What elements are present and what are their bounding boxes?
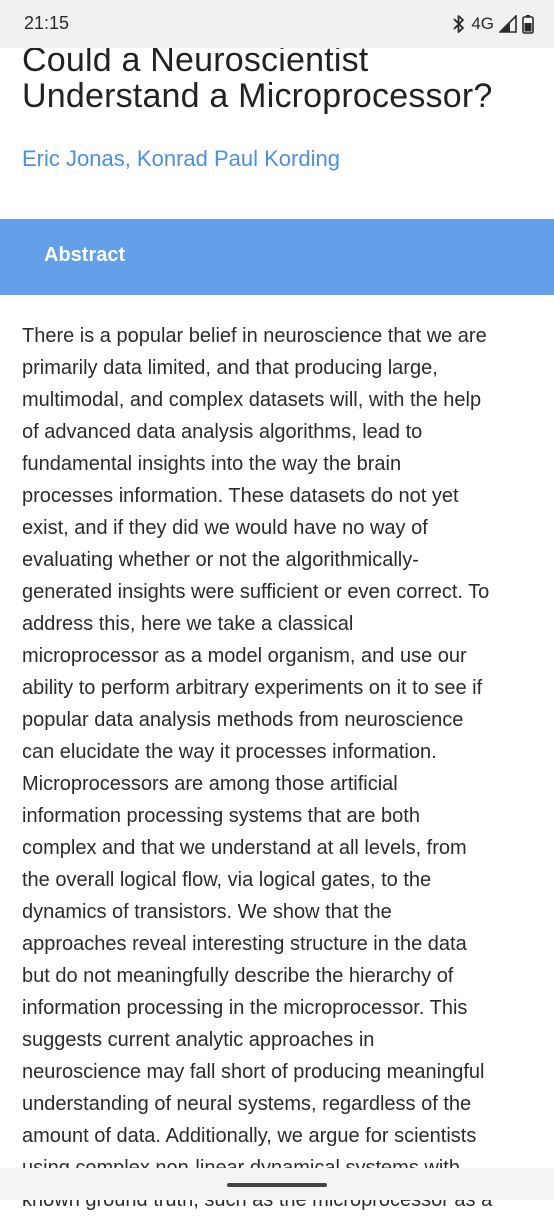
- abstract-line: There is a popular belief in neuroscienc…: [22, 325, 487, 347]
- status-bar: 21:15 4G: [0, 0, 554, 48]
- abstract-line: complex and that we understand at all le…: [22, 837, 467, 859]
- abstract-line: evaluating whether or not the algorithmi…: [22, 549, 419, 571]
- abstract-line: exist, and if they did we would have no …: [22, 517, 428, 539]
- abstract-line: can elucidate the way it processes infor…: [22, 741, 437, 763]
- abstract-line: processes information. These datasets do…: [22, 485, 459, 507]
- abstract-line: understanding of neural systems, regardl…: [22, 1093, 472, 1115]
- bluetooth-icon: [452, 14, 466, 34]
- abstract-line: Microprocessors are among those artifici…: [22, 773, 398, 795]
- abstract-line: multimodal, and complex datasets will, w…: [22, 389, 482, 411]
- abstract-line: fundamental insights into the way the br…: [22, 453, 402, 475]
- abstract-line: of advanced data analysis algorithms, le…: [22, 421, 423, 443]
- abstract-line: primarily data limited, and that produci…: [22, 357, 438, 379]
- authors-link[interactable]: Eric Jonas, Konrad Paul Kording: [22, 146, 340, 171]
- abstract-label: Abstract: [44, 244, 126, 266]
- abstract-header[interactable]: Abstract: [0, 219, 554, 295]
- abstract-line: but do not meaningfully describe the hie…: [22, 965, 454, 987]
- abstract-line: neuroscience may fall short of producing…: [22, 1061, 485, 1083]
- abstract-line: dynamics of transistors. We show that th…: [22, 901, 392, 923]
- abstract-line: information processing systems that are …: [22, 805, 420, 827]
- abstract-line: suggests current analytic approaches in: [22, 1029, 375, 1051]
- abstract-line: microprocessor as a model organism, and …: [22, 645, 467, 667]
- home-gesture-handle[interactable]: [227, 1183, 327, 1187]
- abstract-line: information processing in the microproce…: [22, 997, 468, 1019]
- abstract-line: approaches reveal interesting structure …: [22, 933, 467, 955]
- abstract-line: address this, here we take a classical: [22, 613, 354, 635]
- abstract-line: the overall logical flow, via logical ga…: [22, 869, 432, 891]
- abstract-text: There is a popular belief in neuroscienc…: [22, 320, 544, 1216]
- status-icons: 4G: [452, 12, 534, 36]
- battery-icon: [522, 14, 534, 34]
- abstract-line: ability to perform arbitrary experiments…: [22, 677, 483, 699]
- abstract-line: generated insights were sufficient or ev…: [22, 581, 490, 603]
- abstract-line: amount of data. Additionally, we argue f…: [22, 1125, 477, 1147]
- abstract-line: popular data analysis methods from neuro…: [22, 709, 464, 731]
- network-type: 4G: [471, 14, 494, 33]
- status-time: 21:15: [24, 13, 70, 33]
- signal-icon: [499, 15, 517, 33]
- article-title: Could a Neuroscientist Understand a Micr…: [22, 41, 493, 115]
